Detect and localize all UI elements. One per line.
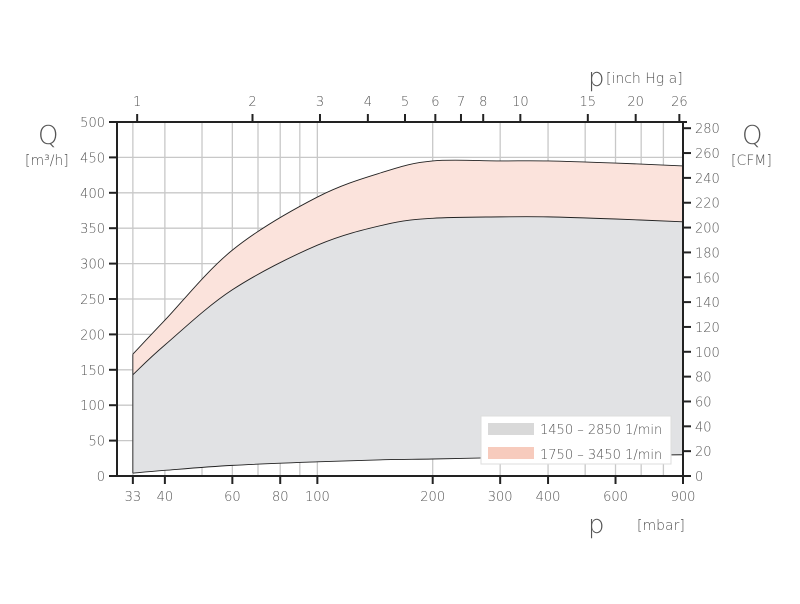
y2-tick-label: 40 [695,420,712,435]
y-tick-label: 350 [80,222,105,237]
y-tick-label: 400 [80,187,105,202]
y2-tick-label: 140 [695,296,720,311]
y2-tick-label: 20 [695,445,712,460]
y-tick-label: 100 [80,399,105,414]
y-tick-label: 300 [80,258,105,273]
y2-tick-label: 260 [695,147,720,162]
legend: 1450 – 2850 1/min 1750 – 3450 1/min [480,415,672,465]
y-tick-label: 150 [80,364,105,379]
y2-tick-label: 60 [695,395,712,410]
x2-tick-label: 3 [316,95,324,110]
x-tick-label: 40 [157,490,174,505]
y2-tick-label: 160 [695,271,720,286]
y2-tick-label: 220 [695,197,720,212]
legend-label-1450-2850: 1450 – 2850 1/min [540,423,662,438]
legend-swatch-1450-2850 [488,423,534,435]
y2-tick-label: 0 [695,470,703,485]
y2-tick-label: 80 [695,371,712,386]
y2-tick-label: 200 [695,222,720,237]
area-1750-3450 [132,160,683,375]
y-tick-label: 500 [80,116,105,131]
x2-label-unit: [inch Hg a] [606,71,683,87]
x-tick-label: 33 [125,490,142,505]
y2-tick-label: 120 [695,321,720,336]
x-tick-label: 900 [671,490,696,505]
x2-tick-label: 8 [479,95,487,110]
y2-tick-label: 240 [695,172,720,187]
y-tick-label: 450 [80,151,105,166]
y-label-unit: [m³/h] [25,153,69,169]
y2-tick-label: 100 [695,346,720,361]
legend-label-1750-3450: 1750 – 3450 1/min [540,448,662,463]
x-tick-label: 60 [224,490,241,505]
x2-tick-label: 5 [401,95,409,110]
area-1450-2850 [132,216,683,474]
x2-tick-label: 2 [248,95,256,110]
y-tick-label: 50 [88,435,105,450]
curve-1750-3450 [132,159,684,355]
y-label-symbol: Q [38,121,58,151]
x-tick-label: 100 [305,490,330,505]
y2-label-symbol: Q [742,121,762,151]
y-tick-label: 200 [80,328,105,343]
curve-1450-2850 [132,216,684,376]
x2-tick-label: 1 [133,95,141,110]
x2-tick-label: 4 [364,95,372,110]
x2-tick-label: 10 [512,95,529,110]
y2-tick-label: 280 [695,122,720,137]
x-label-unit: [mbar] [637,518,685,534]
x-tick-label: 80 [272,490,289,505]
x-tick-label: 200 [420,490,445,505]
y-tick-label: 0 [97,470,105,485]
x2-tick-label: 7 [457,95,465,110]
x2-tick-label: 20 [627,95,644,110]
x-tick-label: 400 [536,490,561,505]
x2-tick-label: 26 [671,95,688,110]
x-tick-label: 600 [603,490,628,505]
y2-label-unit: [CFM] [731,153,772,169]
x2-label-symbol: p [588,63,605,93]
x-label-symbol: p [588,510,605,540]
legend-swatch-1750-3450 [488,447,534,459]
y2-tick-label: 180 [695,246,720,261]
x-tick-label: 300 [488,490,513,505]
x2-tick-label: 6 [431,95,439,110]
y-tick-label: 250 [80,293,105,308]
x2-tick-label: 15 [580,95,597,110]
